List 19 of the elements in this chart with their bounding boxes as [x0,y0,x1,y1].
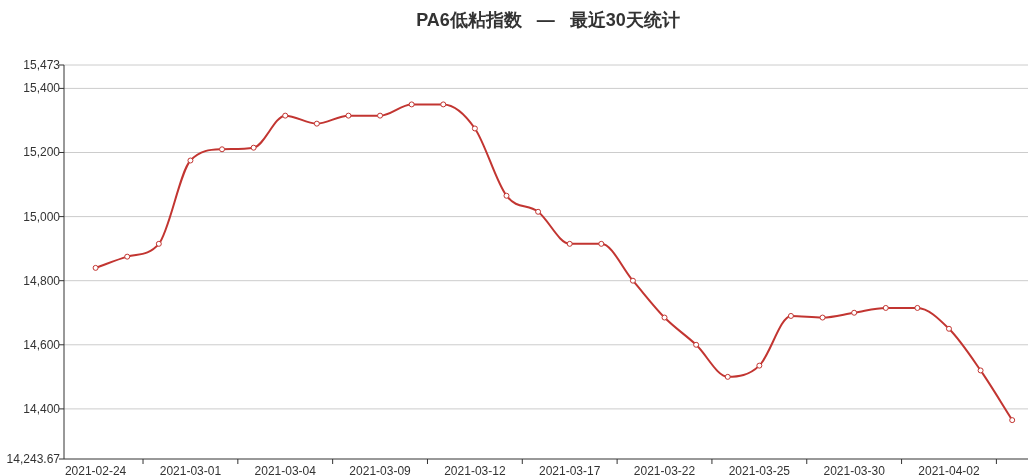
y-tick-label: 14,800 [23,273,61,288]
x-tick-label: 2021-03-30 [823,464,886,476]
y-tick-label: 15,000 [23,209,61,224]
x-tick-label: 2021-03-22 [633,464,696,476]
y-tick-label: 14,600 [23,337,61,352]
y-tick-label: 15,473 [23,58,61,72]
y-tick-label: 14,400 [23,401,61,416]
y-tick-label: 15,400 [23,81,61,96]
x-tick-label: 2021-04-02 [918,464,980,476]
x-tick-label: 2021-03-12 [444,464,506,476]
x-tick-label: 2021-03-17 [539,464,601,476]
x-tick-label: 2021-03-25 [728,464,791,476]
x-tick-label: 2021-03-09 [349,464,412,476]
x-tick-label: 2021-03-01 [159,464,222,476]
x-tick-label: 2021-03-04 [254,464,317,476]
title: PA6低粘指数 — 最近30天统计 [416,10,680,30]
y-tick-label: 15,200 [23,145,61,160]
x-tick-label: 2021-02-24 [64,464,127,476]
y-tick-label: 14,243.67 [6,452,61,466]
